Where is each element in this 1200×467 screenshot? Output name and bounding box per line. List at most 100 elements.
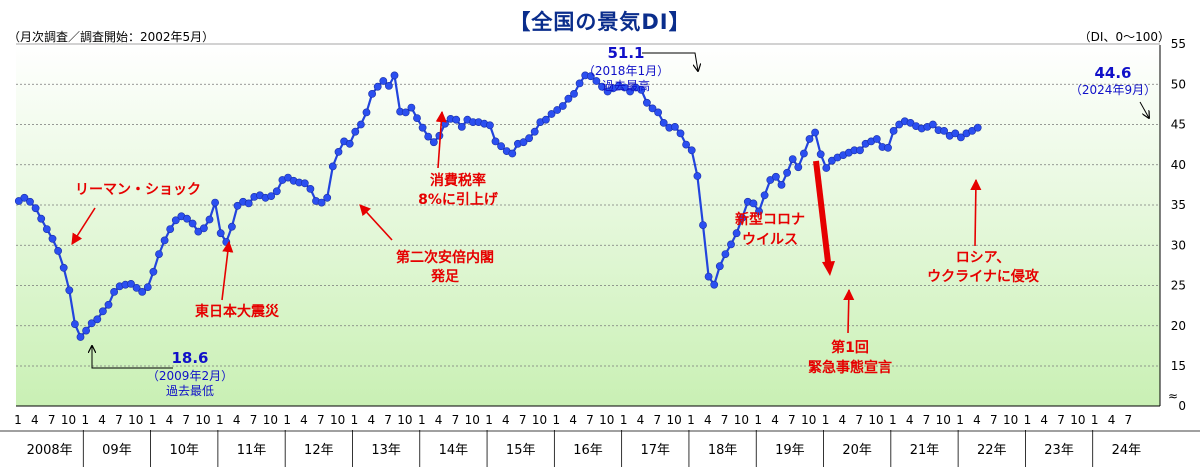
month-tick-label: 7 — [1125, 413, 1133, 427]
month-tick-label: 4 — [166, 413, 174, 427]
data-point — [110, 287, 118, 296]
year-tick-label: 24年 — [1112, 443, 1142, 458]
annotation-min: 18.6 （2009年2月） 過去最低 — [92, 346, 233, 398]
data-point — [143, 283, 152, 291]
month-tick-label: 1 — [283, 413, 291, 427]
data-point — [973, 123, 982, 132]
month-tick-label: 10 — [868, 413, 883, 427]
data-point — [166, 225, 175, 233]
month-tick-label: 7 — [384, 413, 392, 427]
data-point — [227, 222, 236, 231]
data-point — [37, 214, 46, 223]
data-point — [542, 115, 550, 124]
data-point — [127, 279, 135, 288]
chart-title: 【全国の景気DI】 — [509, 10, 691, 34]
data-point — [76, 333, 85, 341]
year-tick-label: 13年 — [371, 443, 401, 458]
month-tick-label: 1 — [754, 413, 762, 427]
data-point — [929, 120, 937, 129]
month-tick-label: 4 — [637, 413, 645, 427]
data-point — [104, 300, 113, 309]
y-tick-label: 50 — [1171, 77, 1186, 91]
month-tick-label: 10 — [128, 413, 143, 427]
data-point — [160, 236, 169, 245]
data-point — [368, 90, 376, 98]
axis-break-mark: ≈ — [1168, 389, 1178, 403]
data-point — [267, 192, 276, 200]
month-tick-label: 10 — [666, 413, 681, 427]
data-point — [328, 162, 337, 171]
data-point — [598, 82, 606, 91]
data-point — [59, 263, 68, 272]
min-date-label: （2009年2月） — [147, 369, 233, 383]
month-tick-label: 4 — [906, 413, 914, 427]
data-point — [671, 123, 679, 131]
month-tick-label: 7 — [653, 413, 661, 427]
abe-label-1: 第二次安倍内閣 — [396, 249, 494, 266]
data-point — [693, 172, 702, 180]
data-point — [183, 214, 191, 223]
month-tick-label: 4 — [502, 413, 510, 427]
data-point — [715, 262, 724, 271]
data-point — [704, 272, 713, 281]
month-tick-label: 1 — [1091, 413, 1099, 427]
year-tick-label: 17年 — [641, 443, 671, 458]
month-tick-label: 7 — [1057, 413, 1065, 427]
min-value-label: 18.6 — [171, 349, 208, 367]
data-point — [384, 82, 393, 90]
annotation-abe: 第二次安倍内閣 発足 — [359, 204, 494, 285]
data-point — [48, 234, 57, 243]
data-point — [749, 199, 758, 208]
data-point — [777, 180, 786, 189]
year-tick-label: 16年 — [573, 443, 603, 458]
data-point — [188, 219, 197, 228]
tax-label-2: 8%に引上げ — [418, 192, 499, 208]
y-tick-label: 0 — [1178, 399, 1186, 413]
annotation-covid: 新型コロナ ウイルス — [735, 160, 835, 276]
data-point — [755, 207, 763, 216]
month-tick-label: 7 — [923, 413, 931, 427]
month-tick-label: 1 — [553, 413, 561, 427]
month-tick-label: 1 — [1024, 413, 1032, 427]
y-tick-label: 55 — [1171, 37, 1186, 51]
data-point — [138, 287, 147, 296]
data-point — [345, 139, 354, 148]
abe-label-2: 発足 — [430, 268, 460, 285]
year-tick-label: 20年 — [842, 443, 872, 458]
data-point — [379, 77, 388, 85]
data-point — [553, 106, 562, 114]
data-point — [413, 114, 421, 122]
annotation-russia: ロシア、 ウクライナに侵攻 — [927, 178, 1040, 285]
data-point — [519, 138, 528, 147]
data-point — [155, 250, 163, 258]
month-tick-label: 10 — [599, 413, 614, 427]
emergency-label-1: 第1回 — [831, 339, 869, 356]
data-point — [362, 108, 371, 117]
data-point — [93, 315, 102, 324]
data-point — [20, 193, 29, 202]
lehman-label: リーマン・ショック — [75, 182, 201, 198]
max-leader — [642, 52, 698, 71]
emergency-arrow — [843, 288, 855, 334]
month-tick-label: 4 — [233, 413, 241, 427]
data-point — [491, 137, 500, 146]
data-point — [586, 72, 595, 81]
data-point — [558, 102, 567, 110]
data-point — [884, 143, 892, 152]
year-tick-label: 21年 — [910, 443, 940, 458]
data-point — [626, 87, 634, 96]
data-point — [82, 326, 90, 335]
year-tick-label: 22年 — [977, 443, 1007, 458]
year-tick-label: 15年 — [506, 443, 536, 458]
y-tick-label: 35 — [1171, 198, 1186, 212]
month-tick-label: 10 — [1003, 413, 1018, 427]
data-point — [334, 147, 343, 156]
data-point — [676, 129, 685, 138]
annotation-latest: 44.6 （2024年9月） — [1070, 64, 1156, 118]
month-tick-label: 10 — [1070, 413, 1085, 427]
data-point — [727, 240, 735, 249]
data-point — [575, 79, 584, 88]
month-tick-label: 1 — [485, 413, 493, 427]
data-point — [957, 133, 965, 142]
month-tick-label: 4 — [771, 413, 779, 427]
